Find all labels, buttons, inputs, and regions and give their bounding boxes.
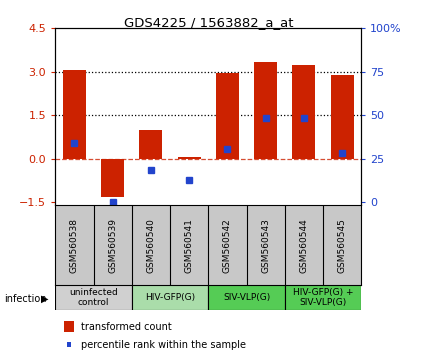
Bar [216, 73, 239, 159]
Bar [178, 157, 201, 159]
Text: GSM560542: GSM560542 [223, 218, 232, 273]
Text: GDS4225 / 1563882_a_at: GDS4225 / 1563882_a_at [124, 16, 293, 29]
Text: GSM560541: GSM560541 [184, 218, 194, 273]
Text: GSM560539: GSM560539 [108, 218, 117, 273]
Bar [55, 285, 132, 310]
Bar [254, 62, 277, 159]
Text: GSM560540: GSM560540 [146, 218, 156, 273]
Text: ▶: ▶ [41, 294, 48, 304]
Text: transformed count: transformed count [81, 322, 172, 332]
Text: SIV-VLP(G): SIV-VLP(G) [223, 293, 270, 302]
Bar [208, 285, 285, 310]
Text: infection: infection [4, 294, 47, 304]
Bar [132, 285, 208, 310]
Text: HIV-GFP(G): HIV-GFP(G) [145, 293, 195, 302]
Bar [101, 159, 124, 196]
Text: GSM560538: GSM560538 [70, 218, 79, 273]
Bar [285, 285, 361, 310]
Bar [63, 70, 86, 159]
Bar [292, 64, 315, 159]
Text: HIV-GFP(G) +
SIV-VLP(G): HIV-GFP(G) + SIV-VLP(G) [293, 288, 353, 307]
Bar [331, 75, 354, 159]
Bar [139, 130, 162, 159]
Text: uninfected
control: uninfected control [69, 288, 118, 307]
Text: GSM560544: GSM560544 [299, 218, 309, 273]
Text: percentile rank within the sample: percentile rank within the sample [81, 340, 246, 350]
Text: GSM560545: GSM560545 [337, 218, 347, 273]
Text: GSM560543: GSM560543 [261, 218, 270, 273]
